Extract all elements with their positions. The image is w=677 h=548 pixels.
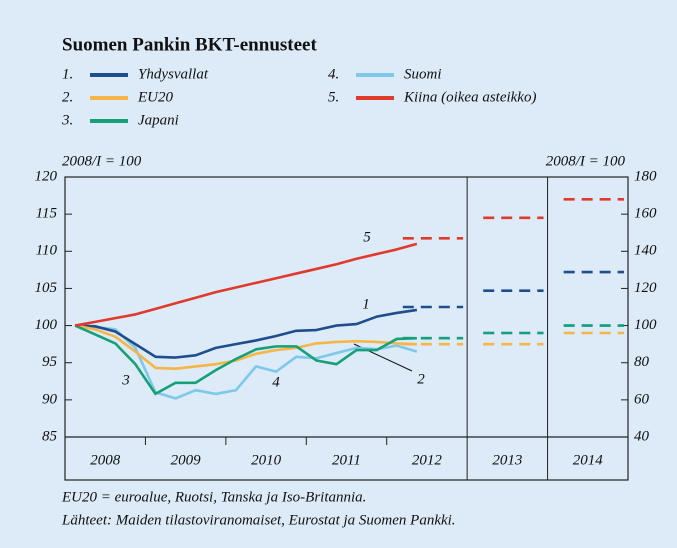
x-tick-label: 2010: [251, 452, 282, 468]
x-tick-label: 2014: [573, 452, 604, 468]
y2-tick-label: 160: [634, 206, 657, 222]
legend-label: Suomi: [404, 66, 442, 82]
legend-number: 2.: [62, 89, 73, 105]
note: EU20 = euroalue, Ruotsi, Tanska ja Iso-B…: [61, 489, 366, 505]
series-line: [75, 308, 418, 359]
legend-label: Japani: [138, 112, 179, 128]
x-tick-label: 2008: [90, 452, 121, 468]
series-annotation: 2: [417, 371, 425, 387]
series-line: [74, 324, 417, 396]
y2-tick-label: 80: [634, 354, 650, 370]
series-annotation: 4: [272, 374, 280, 390]
series-line: [74, 242, 418, 327]
y2-tick-label: 120: [634, 280, 657, 296]
y-tick-label: 110: [36, 243, 58, 259]
legend-number: 4.: [328, 66, 339, 82]
y-tick-label: 115: [36, 206, 58, 222]
chart-title: Suomen Pankin BKT-ennusteet: [62, 34, 317, 55]
source: Lähteet: Maiden tilastoviranomaiset, Eur…: [61, 512, 456, 528]
y-tick-label: 105: [35, 280, 58, 296]
y-tick-label: 85: [42, 428, 58, 444]
y-tick-label: 90: [42, 391, 58, 407]
legend-label: EU20: [137, 89, 173, 105]
legend-number: 3.: [61, 112, 73, 128]
x-tick-label: 2009: [171, 452, 202, 468]
y-tick-label: 120: [35, 168, 58, 184]
series-annotation: 5: [363, 229, 371, 245]
x-tick-label: 2011: [332, 452, 361, 468]
plot-frame: [64, 176, 629, 481]
y2-tick-label: 140: [634, 243, 657, 259]
legend-label: Yhdysvallat: [138, 66, 209, 82]
series-line: [74, 324, 417, 370]
y2-tick-label: 40: [634, 428, 650, 444]
y2-tick-label: 60: [634, 391, 650, 407]
y-axis-label: 2008/I = 100: [62, 153, 142, 169]
y2-axis-label: 2008/I = 100: [546, 153, 626, 169]
x-tick-label: 2012: [412, 452, 443, 468]
legend-number: 1.: [62, 66, 73, 82]
y-tick-label: 95: [42, 354, 58, 370]
legend-number: 5.: [328, 89, 339, 105]
y2-tick-label: 180: [634, 168, 657, 184]
y-tick-label: 100: [35, 317, 58, 333]
series-annotation: 3: [121, 372, 130, 388]
x-tick-label: 2013: [492, 452, 522, 468]
y2-tick-label: 100: [634, 317, 657, 333]
legend-label: Kiina (oikea asteikko): [403, 89, 536, 105]
series-annotation: 1: [362, 296, 370, 312]
series-line: [74, 324, 418, 400]
